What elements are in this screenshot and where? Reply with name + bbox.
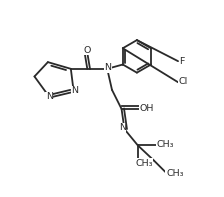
Text: N: N: [46, 92, 53, 101]
Text: CH₃: CH₃: [166, 169, 183, 178]
Text: N: N: [104, 63, 111, 72]
Text: Cl: Cl: [179, 77, 188, 86]
Text: OH: OH: [139, 104, 154, 113]
Text: F: F: [179, 57, 185, 66]
Text: CH₃: CH₃: [157, 140, 174, 149]
Text: O: O: [83, 46, 90, 55]
Text: N: N: [119, 123, 126, 132]
Text: CH₃: CH₃: [136, 159, 153, 168]
Text: N: N: [71, 86, 78, 95]
